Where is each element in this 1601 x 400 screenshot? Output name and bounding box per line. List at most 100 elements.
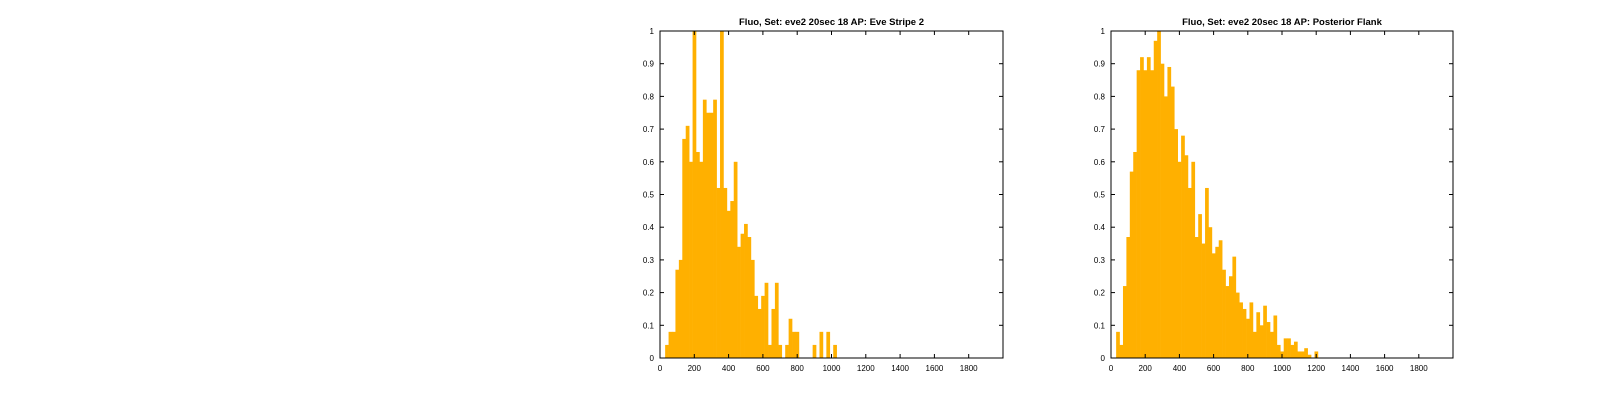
histogram-panel-2: 0 0.1 0.2 0.3 0.4 0.5 0.6 0.7 0.8 0.9 1 0 200 400 600 8… bbox=[1094, 17, 1454, 373]
histogram-bar-30 bbox=[1211, 253, 1216, 358]
x-tick-label: 400 bbox=[722, 364, 736, 373]
histogram-bar-8 bbox=[685, 125, 690, 358]
histogram-bar-58 bbox=[1307, 354, 1312, 358]
histogram-bar-32 bbox=[1218, 240, 1223, 358]
y-tick-label: 0.7 bbox=[643, 125, 655, 134]
histogram-bar-37 bbox=[1235, 292, 1240, 358]
histogram-bar-15 bbox=[709, 112, 714, 358]
histogram-bar-49 bbox=[826, 331, 831, 358]
histogram-bars bbox=[1116, 31, 1319, 359]
histogram-bar-12 bbox=[699, 161, 704, 358]
chart-title: Fluo, Set: eve2 20sec 18 AP: Eve Stripe … bbox=[739, 17, 924, 28]
y-tick-label: 0.9 bbox=[643, 60, 655, 69]
histogram-bar-47 bbox=[819, 331, 824, 358]
histogram-bar-2 bbox=[1116, 331, 1120, 358]
histogram-bar-40 bbox=[795, 331, 800, 358]
histogram-bar-19 bbox=[1174, 129, 1178, 358]
x-tick-label: 0 bbox=[1109, 364, 1114, 373]
histogram-bar-23 bbox=[1187, 187, 1192, 358]
x-tick-label: 800 bbox=[791, 364, 805, 373]
histogram-bar-28 bbox=[754, 295, 759, 358]
histogram-bar-39 bbox=[1242, 308, 1247, 358]
x-tick-label: 600 bbox=[756, 364, 770, 373]
histogram-bar-21 bbox=[1181, 135, 1185, 358]
histogram-bar-8 bbox=[1136, 70, 1141, 359]
histogram-bar-56 bbox=[1300, 351, 1305, 358]
y-tick-label: 0.2 bbox=[1094, 289, 1106, 298]
histogram-bar-51 bbox=[1283, 338, 1288, 358]
histogram-bar-18 bbox=[1170, 86, 1175, 358]
histogram-bar-9 bbox=[689, 161, 693, 358]
histogram-bar-26 bbox=[747, 237, 752, 358]
histogram-bar-28 bbox=[1205, 187, 1209, 358]
x-tick-label: 400 bbox=[1173, 364, 1187, 373]
histogram-bar-55 bbox=[1297, 351, 1302, 358]
x-tick-label: 1600 bbox=[1376, 364, 1394, 373]
histogram-bar-27 bbox=[750, 259, 755, 358]
histogram-bar-27 bbox=[1201, 243, 1206, 358]
y-tick-label: 0.5 bbox=[643, 191, 655, 200]
histogram-bar-48 bbox=[1273, 315, 1278, 358]
histogram-bar-7 bbox=[682, 138, 687, 358]
histogram-bar-42 bbox=[1252, 331, 1257, 358]
x-tick-label: 1200 bbox=[857, 364, 875, 373]
histogram-bar-43 bbox=[1256, 312, 1261, 358]
histogram-bar-4 bbox=[1122, 286, 1127, 358]
histogram-bars bbox=[665, 31, 837, 359]
histogram-bar-4 bbox=[672, 331, 676, 358]
x-tick-label: 1800 bbox=[1410, 364, 1428, 373]
histogram-bar-46 bbox=[1266, 322, 1271, 358]
histogram-bar-7 bbox=[1133, 151, 1137, 358]
chart-title: Fluo, Set: eve2 20sec 18 AP: Posterior F… bbox=[1182, 17, 1382, 28]
histogram-bar-14 bbox=[706, 112, 711, 358]
histogram-bar-29 bbox=[1208, 227, 1213, 358]
histogram-bar-20 bbox=[726, 210, 731, 358]
histogram-bar-17 bbox=[716, 187, 721, 358]
histogram-bar-10 bbox=[692, 31, 697, 358]
histogram-bar-3 bbox=[668, 331, 673, 358]
y-tick-label: 0.4 bbox=[643, 223, 655, 232]
x-tick-label: 1000 bbox=[1273, 364, 1291, 373]
histogram-bar-33 bbox=[1222, 269, 1226, 358]
histogram-bar-13 bbox=[702, 99, 707, 359]
histogram-bar-17 bbox=[1167, 66, 1172, 358]
histogram-bar-21 bbox=[730, 201, 735, 358]
histogram-bar-5 bbox=[675, 269, 680, 358]
x-tick-label: 200 bbox=[688, 364, 702, 373]
histogram-bar-2 bbox=[665, 344, 669, 358]
histogram-bar-34 bbox=[1225, 286, 1230, 358]
histogram-bar-44 bbox=[1259, 325, 1264, 358]
y-tick-label: 0.3 bbox=[643, 256, 655, 265]
histogram-bar-39 bbox=[792, 331, 796, 358]
y-tick-label: 0.6 bbox=[1094, 158, 1106, 167]
y-tick-label: 0.2 bbox=[643, 289, 655, 298]
x-tick-label: 800 bbox=[1241, 364, 1255, 373]
histogram-bar-16 bbox=[713, 99, 717, 359]
histogram-bar-31 bbox=[764, 282, 769, 358]
histogram-bar-6 bbox=[1129, 171, 1134, 358]
y-tick-label: 0.1 bbox=[643, 321, 655, 330]
y-tick-label: 0 bbox=[1101, 354, 1106, 363]
histogram-bar-29 bbox=[757, 308, 762, 358]
histogram-bar-53 bbox=[1290, 344, 1295, 358]
y-tick-label: 0.5 bbox=[1094, 191, 1106, 200]
histogram-panel-1: 0 0.1 0.2 0.3 0.4 0.5 0.6 0.7 0.8 0.9 1 0 200 400 600 8… bbox=[643, 17, 1004, 373]
histogram-bar-22 bbox=[1184, 155, 1189, 358]
y-tick-label: 0.8 bbox=[643, 92, 655, 101]
histogram-bar-9 bbox=[1140, 57, 1144, 358]
y-tick-label: 1 bbox=[650, 27, 655, 36]
histogram-bar-25 bbox=[1194, 237, 1199, 358]
histogram-bar-38 bbox=[788, 318, 793, 358]
histogram-bar-34 bbox=[774, 282, 779, 358]
x-tick-label: 1600 bbox=[926, 364, 944, 373]
x-tick-label: 600 bbox=[1207, 364, 1221, 373]
histogram-bar-19 bbox=[723, 187, 728, 358]
y-tick-label: 0 bbox=[650, 354, 655, 363]
y-tick-label: 0.3 bbox=[1094, 256, 1106, 265]
x-tick-label: 1800 bbox=[960, 364, 978, 373]
histogram-bar-47 bbox=[1270, 331, 1274, 358]
histogram-bar-31 bbox=[1215, 246, 1220, 358]
histogram-bar-10 bbox=[1143, 70, 1148, 359]
histogram-bar-14 bbox=[1157, 31, 1161, 358]
